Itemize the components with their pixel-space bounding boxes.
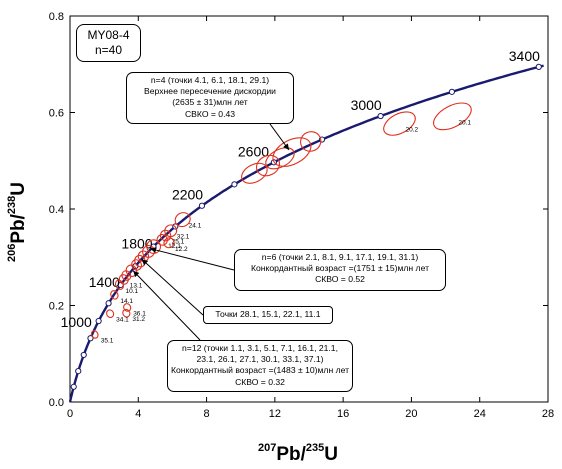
x-tick-label: 16 [337,408,349,420]
y-tick-label: 0.6 [49,108,64,120]
callout-concordia-1483: n=12 (точки 1.1, 3.1, 5.1, 7.1, 16.1, 21… [167,340,353,392]
concordia-marker [377,112,384,120]
error-ellipse [383,111,416,136]
sample-name: MY08-4 [87,28,130,42]
callout-line: n=12 (точки 1.1, 3.1, 5.1, 7.1, 16.1, 21… [182,343,338,353]
y-tick-label: 0.2 [49,301,64,313]
x-axis-title: 207Pb/235U [258,442,338,465]
error-ellipse [131,259,143,271]
callout-points: Точки 28.1, 15.1, 22.1, 11.1 [203,306,333,324]
error-ellipse [118,274,129,285]
error-ellipse [122,308,131,318]
spot-label: 34.1 [116,317,129,324]
concordia-marker [105,300,112,307]
callout-concordia-1751: n=6 (точки 2.1, 8.1, 9.1, 17.1, 19.1, 31… [234,249,446,291]
callout-line: Конкордантный возраст =(1751 ± 15)млн ле… [250,263,430,274]
concordia-marker [70,383,77,390]
concordia-marker [198,202,206,209]
spot-label: 10.1 [126,288,139,295]
spot-label: 12.2 [175,246,188,253]
concordia-marker [75,368,82,375]
x-tick-label: 12 [269,408,281,420]
spot-label: 25.1 [172,239,185,246]
spot-label: 35.1 [101,337,114,344]
error-ellipse [163,237,175,249]
callout-line: (2635 ± 31)млн лет [172,97,248,108]
error-ellipse [433,102,472,131]
error-ellipse [159,229,172,242]
callout-line: Точки 28.1, 15.1, 22.1, 11.1 [215,309,321,319]
callout-arrow [141,258,204,316]
spot-label: 12.1 [168,243,181,250]
spot-label: 14.1 [120,298,133,305]
age-label: 3400 [509,48,540,64]
spot-label: 32.1 [177,234,190,241]
callout-line: Конкордантный возраст =(1483 ± 10)млн ле… [171,365,350,376]
error-ellipse [90,330,99,339]
callout-line: Верхнее пересечение дискордии [144,86,276,97]
error-ellipse [134,254,146,268]
error-ellipse [114,279,125,290]
spot-label: 13.1 [130,282,143,289]
error-ellipse [300,131,322,152]
axes-frame: 0 4 8 12 16 20 24 28 0.0 0.2 0.4 0.6 0.8 [49,11,554,420]
y-tick-label: 0.8 [49,11,64,23]
sample-box: MY08-4 n=40 [76,24,141,62]
callout-arrow [132,270,201,341]
spot-label: 20.1 [458,119,471,126]
concordia-marker [535,63,542,70]
callout-arrow [269,123,290,151]
age-label: 1000 [61,314,92,330]
spot-label: 20.2 [405,127,418,134]
error-ellipse [164,224,178,238]
error-ellipse [272,137,312,167]
spot-label: 31.2 [132,316,145,323]
callout-line: СВКО = 0.43 [184,108,236,119]
callout-arrow [150,247,235,271]
age-label: 2200 [172,187,203,203]
concordia-marker [448,88,456,95]
callout-line: 23.1, 26.1, 27.1, 30.1, 33.1, 37.1) [196,354,324,365]
sample-count: n=40 [94,43,123,57]
error-ellipse [265,147,295,170]
x-tick-label: 4 [135,408,141,420]
concordia-marker [95,317,102,325]
concordia-marker [87,335,94,342]
callout-upper-intercept: n=4 (точки 4.1, 6.1, 18.1, 29.1) Верхнее… [126,72,294,124]
error-ellipse [174,212,191,228]
callout-arrows [132,123,290,341]
x-tick-label: 0 [67,408,73,420]
callout-line: СКВО = 0.32 [235,376,285,387]
y-axis-title: 206Pb/238U [6,182,29,262]
y-tick-label: 0.4 [49,204,64,216]
error-ellipse [110,290,119,300]
x-tick-label: 28 [542,408,554,420]
x-tick-label: 8 [204,408,210,420]
error-ellipse [241,162,268,184]
x-tick-label: 24 [474,408,486,420]
spot-label: 24.1 [189,223,202,230]
callout-line: n=6 (точки 2.1, 8.1, 9.1, 17.1, 19.1, 31… [261,252,419,262]
concordia-marker [80,351,87,359]
age-label: 2600 [238,143,269,159]
age-label: 3000 [351,97,382,113]
callout-line: n=4 (точки 4.1, 6.1, 18.1, 29.1) [150,75,270,85]
age-label: 1400 [89,274,120,290]
x-tick-label: 20 [405,408,417,420]
error-ellipse [106,309,115,319]
concordia-marker [231,181,238,188]
ellipse-layer: 20.1 20.2 24.1 32.125.112.112.2 13.110.1 14.1… [90,102,472,344]
error-ellipse [255,154,281,177]
y-tick-label: 0.0 [49,397,64,409]
callout-line: СКВО = 0.52 [315,274,365,285]
spot-label: 36.1 [133,310,146,317]
